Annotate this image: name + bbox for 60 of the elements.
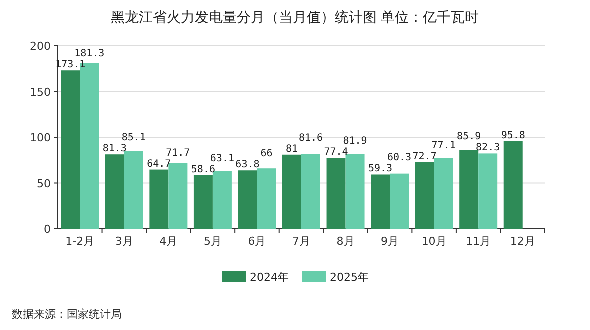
data-label: 95.8 bbox=[501, 130, 526, 142]
data-label: 63.8 bbox=[236, 160, 260, 171]
bar bbox=[168, 163, 188, 229]
data-label: 72.7 bbox=[412, 151, 437, 162]
bar bbox=[371, 174, 390, 229]
bar bbox=[302, 154, 320, 229]
y-tick-label: 100 bbox=[30, 132, 51, 144]
data-label: 77.1 bbox=[432, 140, 456, 152]
x-tick-label: 11月 bbox=[466, 235, 492, 248]
data-label: 58.6 bbox=[191, 164, 216, 176]
x-tick-label: 5月 bbox=[204, 235, 222, 248]
data-label: 60.3 bbox=[388, 152, 412, 164]
bar bbox=[194, 175, 213, 229]
bar bbox=[460, 150, 479, 229]
data-label: 59.3 bbox=[368, 164, 393, 175]
data-label: 81.9 bbox=[343, 136, 368, 148]
x-tick-label: 4月 bbox=[160, 235, 178, 248]
bar bbox=[257, 168, 276, 229]
bar bbox=[124, 151, 144, 229]
bar bbox=[346, 154, 365, 229]
data-label: 71.7 bbox=[166, 148, 190, 159]
x-tick-label: 9月 bbox=[381, 235, 400, 248]
data-label: 81 bbox=[286, 144, 298, 155]
data-label: 63.1 bbox=[210, 153, 234, 164]
chart-title: 黑龙江省火力发电量分月（当月值）统计图 单位：亿千瓦时 bbox=[110, 10, 480, 26]
x-tick-label: 8月 bbox=[336, 235, 355, 248]
x-tick-label: 10月 bbox=[422, 235, 447, 248]
x-tick-label: 3月 bbox=[115, 235, 134, 248]
bar bbox=[238, 170, 258, 229]
data-label: 66 bbox=[260, 148, 273, 160]
source-note: 数据来源：国家统计局 bbox=[12, 308, 122, 321]
bar bbox=[478, 154, 498, 229]
data-label: 85.9 bbox=[457, 132, 482, 143]
data-label: 64.7 bbox=[147, 158, 172, 170]
bar bbox=[212, 171, 232, 229]
bar bbox=[105, 154, 124, 229]
bar bbox=[504, 141, 523, 229]
data-label: 82.3 bbox=[476, 142, 500, 154]
x-tick-label: 6月 bbox=[248, 235, 266, 248]
bar bbox=[150, 170, 169, 229]
y-tick-label: 150 bbox=[30, 86, 51, 99]
y-tick-label: 0 bbox=[44, 223, 51, 236]
data-label: 77.4 bbox=[324, 147, 348, 158]
bar bbox=[326, 158, 346, 229]
bar bbox=[434, 158, 454, 229]
bar bbox=[282, 154, 302, 229]
bar bbox=[415, 162, 434, 229]
y-tick-label: 200 bbox=[30, 40, 51, 53]
x-tick-label: 12月 bbox=[510, 235, 536, 248]
bar bbox=[390, 174, 410, 229]
legend-label: 2025年 bbox=[330, 271, 369, 284]
bar bbox=[61, 70, 80, 229]
legend-label: 2024年 bbox=[250, 271, 289, 284]
data-label: 181.3 bbox=[74, 48, 105, 60]
x-tick-label: 7月 bbox=[292, 235, 310, 248]
x-tick-label: 1-2月 bbox=[66, 235, 95, 248]
y-tick-label: 50 bbox=[37, 177, 51, 190]
data-label: 81.6 bbox=[298, 132, 324, 144]
data-label: 81.3 bbox=[102, 144, 127, 155]
data-label: 85.1 bbox=[122, 132, 146, 144]
